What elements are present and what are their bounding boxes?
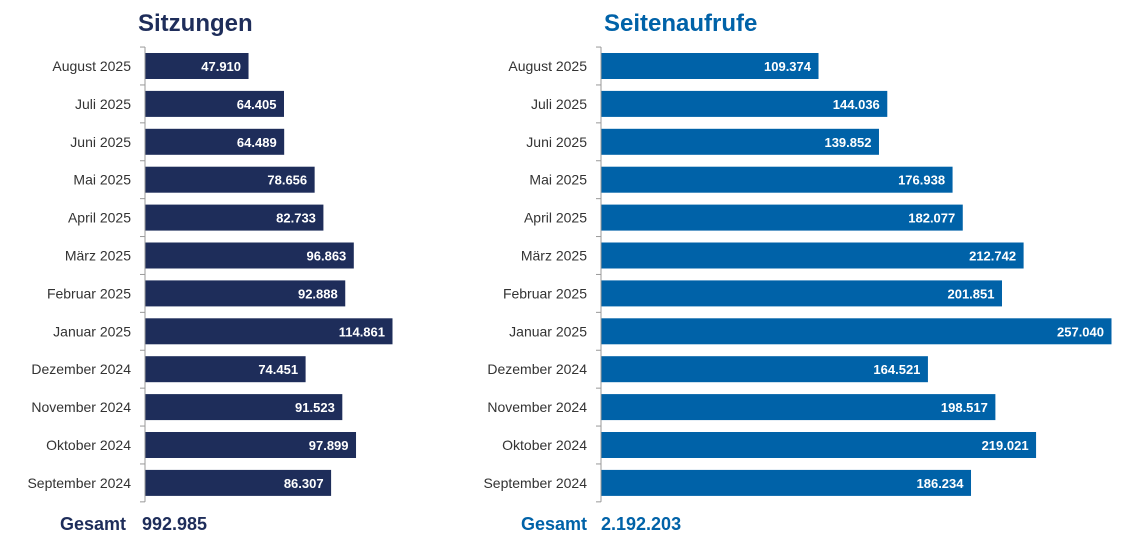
pageviews-bar: [601, 469, 972, 496]
pageviews-bar-chart: 109.374 August 2025 144.036 Juli 2025 139.85…: [483, 46, 1112, 503]
pageviews-category-label: März 2025: [521, 248, 587, 264]
sessions-category-label: Oktober 2024: [46, 437, 131, 453]
pageviews-category-label: Januar 2025: [509, 323, 587, 339]
sessions-bar-value-label: 96.863: [307, 249, 347, 264]
sessions-category-label: Dezember 2024: [31, 361, 131, 377]
pageviews-category-label: Februar 2025: [503, 285, 587, 301]
sessions-category-label: März 2025: [65, 248, 131, 264]
pageviews-bar: [601, 280, 1002, 307]
sessions-category-label: September 2024: [27, 475, 131, 491]
sessions-category-label: Juli 2025: [75, 96, 131, 112]
pageviews-panel: Seitenaufrufe 109.374 August 2025 144.036 J…: [460, 0, 1136, 548]
sessions-category-label: November 2024: [31, 399, 131, 415]
pageviews-category-label: September 2024: [483, 475, 587, 491]
sessions-panel: Sitzungen 47.910 August 2025 64.405 Juli 20…: [0, 0, 460, 548]
pageviews-category-label: November 2024: [487, 399, 587, 415]
sessions-total-label: Gesamt: [59, 514, 126, 534]
pageviews-bar-value-label: 198.517: [941, 400, 988, 415]
pageviews-category-label: Oktober 2024: [502, 437, 587, 453]
pageviews-bar-value-label: 182.077: [908, 211, 955, 226]
pageviews-category-label: Juli 2025: [531, 96, 587, 112]
pageviews-bar-value-label: 139.852: [824, 135, 871, 150]
pageviews-bar: [601, 53, 819, 79]
pageviews-bar: [601, 90, 888, 117]
sessions-chart-title: Sitzungen: [138, 10, 253, 37]
sessions-bar-value-label: 82.733: [276, 211, 316, 226]
sessions-bar: [145, 432, 357, 458]
sessions-bar-value-label: 74.451: [258, 362, 298, 377]
pageviews-bar-value-label: 219.021: [982, 438, 1029, 453]
pageviews-bar-value-label: 257.040: [1057, 324, 1104, 339]
sessions-bar-value-label: 92.888: [298, 286, 338, 301]
pageviews-bar: [601, 242, 1024, 269]
sessions-bar: [145, 53, 249, 79]
sessions-bar-value-label: 114.861: [339, 324, 385, 339]
sessions-bar-value-label: 97.899: [309, 438, 349, 453]
sessions-bar: [145, 90, 284, 117]
sessions-bar: [145, 356, 306, 383]
sessions-bar-value-label: 91.523: [295, 400, 335, 415]
sessions-category-label: Februar 2025: [47, 285, 131, 301]
pageviews-category-label: Dezember 2024: [487, 361, 587, 377]
sessions-category-label: Juni 2025: [70, 134, 131, 150]
pageviews-bar-value-label: 176.938: [898, 173, 945, 188]
sessions-bar: [145, 204, 324, 231]
sessions-total-value: 992.985: [142, 514, 208, 534]
pageviews-bar-value-label: 186.234: [917, 476, 965, 491]
sessions-bar-value-label: 64.489: [237, 135, 277, 150]
sessions-bar-value-label: 78.656: [267, 173, 307, 188]
pageviews-total-value: 2.192.203: [601, 514, 682, 534]
sessions-bar-value-label: 64.405: [237, 97, 277, 112]
pageviews-bar-value-label: 212.742: [969, 249, 1016, 264]
pageviews-category-label: April 2025: [524, 210, 587, 226]
sessions-bar: [145, 318, 393, 345]
pageviews-chart-title: Seitenaufrufe: [604, 10, 758, 37]
pageviews-total-label: Gesamt: [520, 514, 587, 534]
pageviews-bar: [601, 318, 1112, 345]
pageviews-bar: [601, 128, 879, 155]
sessions-bar: [145, 128, 285, 155]
pageviews-bar-value-label: 144.036: [833, 97, 880, 112]
pageviews-bar: [601, 356, 928, 383]
sessions-bar: [145, 469, 332, 496]
pageviews-bar-value-label: 164.521: [873, 362, 920, 377]
pageviews-bar: [601, 394, 996, 421]
sessions-category-label: Januar 2025: [53, 323, 131, 339]
sessions-bar-value-label: 47.910: [201, 59, 241, 74]
pageviews-category-label: Mai 2025: [529, 172, 587, 188]
sessions-category-label: April 2025: [68, 210, 131, 226]
pageviews-category-label: Juni 2025: [526, 134, 587, 150]
sessions-category-label: Mai 2025: [73, 172, 131, 188]
sessions-bar: [145, 394, 343, 421]
sessions-bar-chart: 47.910 August 2025 64.405 Juli 2025 64.489 Ju…: [27, 46, 393, 503]
pageviews-category-label: August 2025: [508, 58, 587, 74]
pageviews-bar-value-label: 201.851: [947, 286, 994, 301]
sessions-bar: [145, 242, 354, 269]
sessions-bar: [145, 280, 346, 307]
sessions-bar-value-label: 86.307: [284, 476, 324, 491]
sessions-category-label: August 2025: [52, 58, 131, 74]
pageviews-bar: [601, 204, 963, 231]
sessions-bar: [145, 166, 315, 193]
pageviews-bar: [601, 432, 1037, 458]
pageviews-bar-value-label: 109.374: [764, 59, 812, 74]
pageviews-bar: [601, 166, 953, 193]
